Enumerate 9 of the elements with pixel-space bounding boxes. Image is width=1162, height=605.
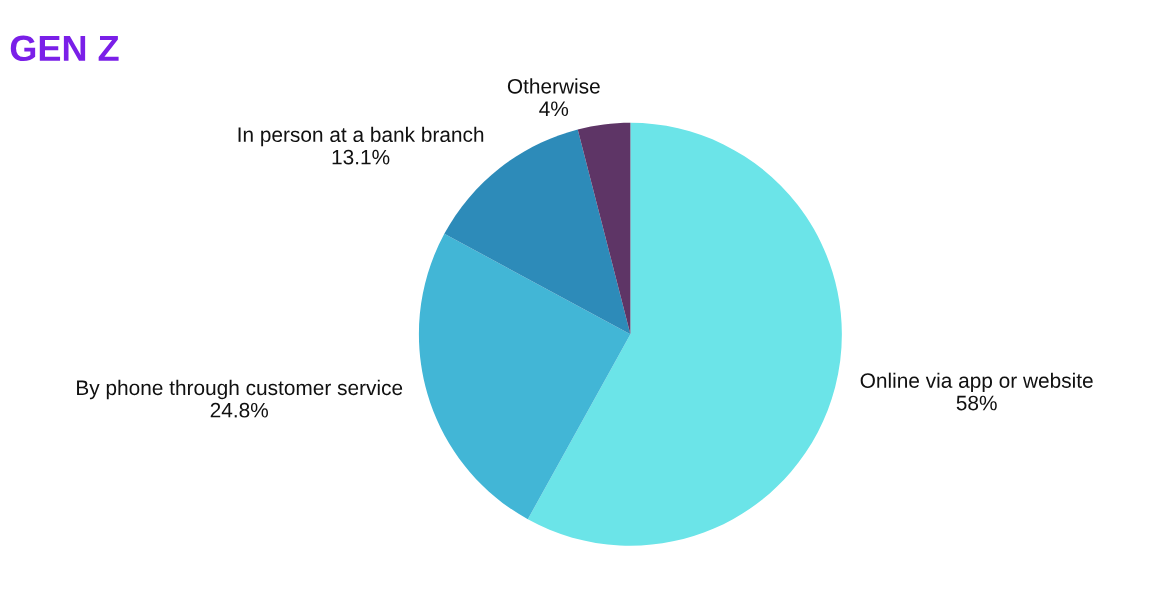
slice-label: Online via app or website: [860, 372, 1093, 393]
slice-label: In person at a bank branch: [238, 126, 484, 147]
data-label: 4%: [539, 101, 569, 116]
slice-label: Otherwise: [507, 78, 600, 94]
data-label: 24.8%: [210, 402, 268, 418]
chart-title: GEN Z: [10, 35, 119, 62]
slice-label: By phone through customer service: [77, 379, 403, 400]
data-label: 58%: [956, 395, 997, 411]
data-label: 13.1%: [332, 149, 390, 165]
